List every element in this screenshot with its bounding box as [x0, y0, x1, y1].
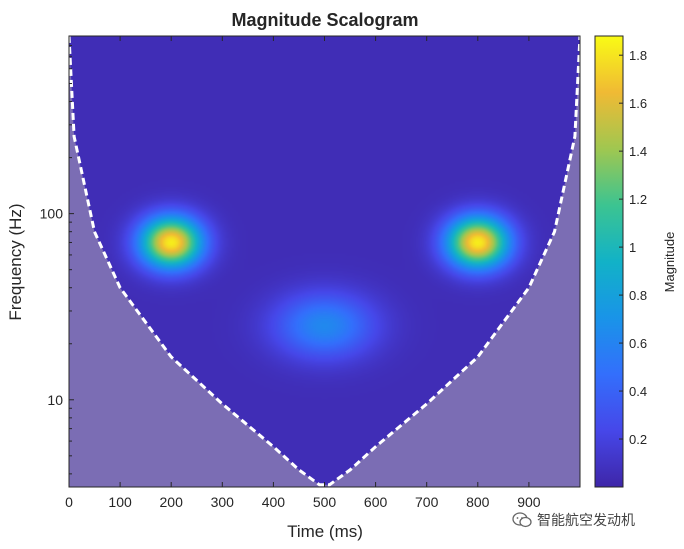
cone-of-influence-region: [69, 36, 580, 487]
x-tick-label: 900: [517, 494, 541, 510]
colorbar-tick-label: 0.8: [629, 288, 647, 303]
x-axis: 0 100 200 300 400 500 600 700 800 900: [65, 36, 541, 510]
x-tick-label: 500: [313, 494, 337, 510]
colorbar-tick-label: 1.4: [629, 144, 647, 159]
y-tick-label: 100: [40, 206, 64, 222]
x-tick-label: 300: [211, 494, 235, 510]
x-tick-label: 800: [466, 494, 490, 510]
x-axis-label: Time (ms): [287, 522, 363, 541]
colorbar-scale: [594, 35, 624, 488]
x-tick-label: 0: [65, 494, 73, 510]
x-tick-label: 200: [160, 494, 184, 510]
y-axis: 10 100: [40, 35, 74, 475]
watermark-text: 智能航空发动机: [537, 513, 635, 529]
colorbar-tick-label: 0.6: [629, 336, 647, 351]
x-tick-label: 600: [364, 494, 388, 510]
colorbar-tick-label: 1.2: [629, 192, 647, 207]
colorbar-tick-label: 1: [629, 240, 636, 255]
colorbar: 0.2 0.4 0.6 0.8 1 1.2 1.4 1.6 1.8 Magnitude: [594, 35, 677, 488]
colorbar-tick-label: 1.8: [629, 48, 647, 63]
watermark: 智能航空发动机: [512, 509, 635, 531]
colorbar-tick-label: 0.4: [629, 384, 647, 399]
colorbar-tick-label: 0.2: [629, 432, 647, 447]
x-tick-label: 700: [415, 494, 439, 510]
colorbar-tick-label: 1.6: [629, 96, 647, 111]
x-tick-label: 100: [108, 494, 132, 510]
wechat-icon: [512, 512, 532, 528]
x-tick-label: 400: [262, 494, 286, 510]
colorbar-ticks: 0.2 0.4 0.6 0.8 1 1.2 1.4 1.6 1.8: [619, 48, 647, 447]
plot-area: [69, 36, 580, 487]
colorbar-label: Magnitude: [662, 232, 677, 293]
y-axis-label: Frequency (Hz): [6, 203, 25, 320]
y-tick-label: 10: [47, 392, 63, 408]
chart-title: Magnitude Scalogram: [231, 10, 418, 30]
